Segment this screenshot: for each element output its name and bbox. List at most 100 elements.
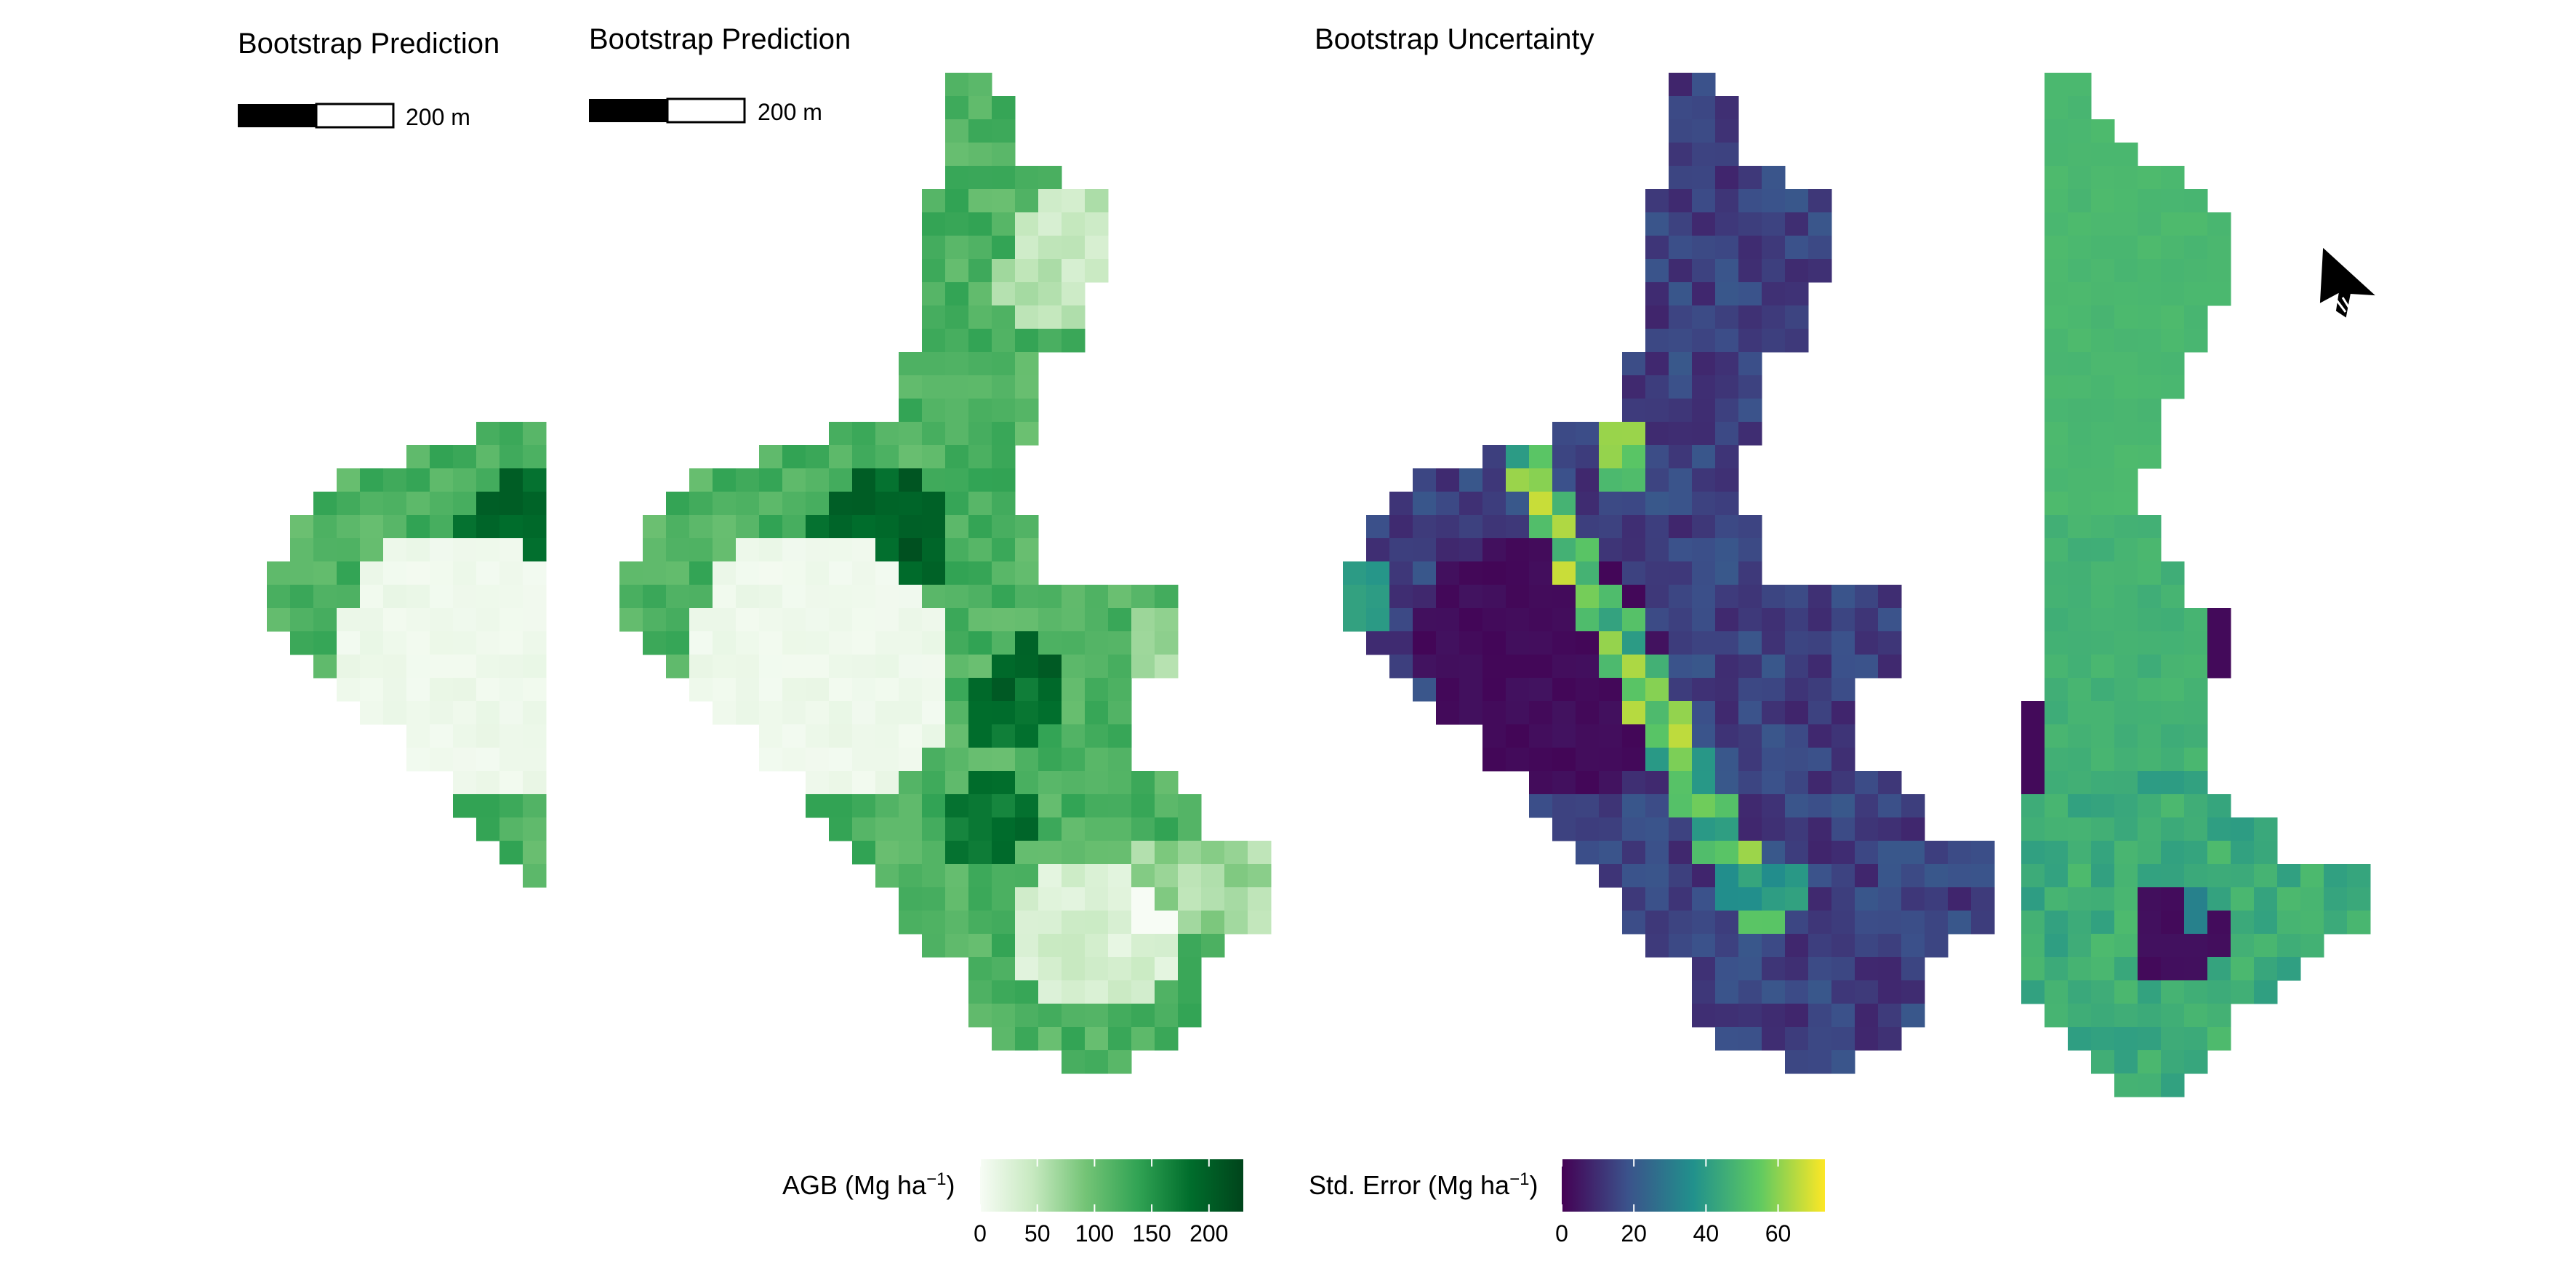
raster-cell <box>290 538 314 562</box>
raster-cell <box>992 492 1016 516</box>
raster-cell <box>1738 794 1762 818</box>
raster-cell <box>1413 492 1437 516</box>
raster-cell <box>1808 724 1832 748</box>
raster-cell <box>2184 259 2208 283</box>
raster-cell <box>1108 608 1132 632</box>
raster-cell <box>2231 980 2255 1004</box>
raster-cell <box>2231 841 2255 865</box>
raster-cell <box>1038 189 1062 213</box>
raster-cell <box>1762 724 1786 748</box>
raster-cell <box>992 957 1016 981</box>
raster-cell <box>1062 329 1086 353</box>
raster-cell <box>806 468 830 492</box>
scale-bar-2 <box>589 97 746 124</box>
raster-cell <box>1669 468 1693 492</box>
raster-cell <box>2091 864 2115 888</box>
raster-cell <box>1459 585 1483 609</box>
raster-cell <box>1529 631 1553 655</box>
raster-cell <box>992 934 1016 958</box>
raster-cell <box>1645 236 1669 260</box>
raster-cell <box>1645 887 1669 911</box>
raster-cell <box>360 538 384 562</box>
raster-cell <box>1506 445 1530 469</box>
se-tick-label: 0 <box>1555 1220 1568 1247</box>
raster-cell <box>759 492 783 516</box>
raster-cell <box>899 748 923 772</box>
raster-cell <box>1131 794 1155 818</box>
raster-cell <box>2068 817 2092 841</box>
raster-cell <box>759 445 783 469</box>
raster-cell <box>1576 771 1600 795</box>
raster-cell <box>782 585 806 609</box>
raster-cell <box>2347 911 2371 935</box>
raster-cell <box>1669 724 1693 748</box>
raster-cell <box>2184 794 2208 818</box>
raster-cell <box>2161 305 2185 329</box>
raster-cell <box>2045 608 2069 632</box>
raster-cell <box>1015 724 1039 748</box>
raster-cell <box>992 678 1016 702</box>
raster-cell <box>899 701 923 725</box>
raster-cell <box>1831 724 1855 748</box>
raster-cell <box>782 538 806 562</box>
raster-cell <box>1599 841 1623 865</box>
raster-cell <box>1715 911 1739 935</box>
raster-cell <box>523 655 547 679</box>
raster-cell <box>1413 631 1437 655</box>
raster-cell <box>1855 934 1879 958</box>
raster-cell <box>852 655 876 679</box>
raster-cell <box>1738 608 1762 632</box>
raster-cell <box>1692 422 1716 446</box>
raster-cell <box>2138 655 2162 679</box>
raster-cell <box>875 701 899 725</box>
raster-cell <box>2254 934 2278 958</box>
raster-cell <box>1669 399 1693 423</box>
raster-cell <box>1669 189 1693 213</box>
raster-cell <box>992 1004 1016 1028</box>
raster-cell <box>1436 608 1460 632</box>
raster-cell <box>2138 911 2162 935</box>
raster-cell <box>1599 631 1623 655</box>
raster-cell <box>1855 585 1879 609</box>
agb-tick-label: 150 <box>1132 1220 1171 1247</box>
raster-cell <box>1085 748 1109 772</box>
raster-cell <box>2184 608 2208 632</box>
raster-cell <box>2207 655 2231 679</box>
raster-cell <box>1948 887 1972 911</box>
raster-cell <box>1576 724 1600 748</box>
raster-cell <box>1808 678 1832 702</box>
raster-cell <box>922 561 946 585</box>
raster-cell <box>2138 1073 2162 1097</box>
raster-cell <box>337 585 361 609</box>
raster-cell <box>759 678 783 702</box>
raster-cell <box>290 585 314 609</box>
raster-cell <box>1178 934 1202 958</box>
raster-cell <box>945 119 969 143</box>
raster-cell <box>968 631 992 655</box>
raster-cell <box>2045 538 2069 562</box>
raster-cell <box>2114 189 2138 213</box>
raster-cell <box>968 864 992 888</box>
raster-cell <box>2184 189 2208 213</box>
raster-cell <box>1413 655 1437 679</box>
raster-cell <box>1785 631 1809 655</box>
raster-cell <box>1248 911 1272 935</box>
raster-cell <box>1692 96 1716 120</box>
raster-cell <box>430 678 454 702</box>
raster-cell <box>922 236 946 260</box>
raster-cell <box>899 375 923 399</box>
raster-cell <box>1436 515 1460 539</box>
raster-cell <box>1085 887 1109 911</box>
raster-cell <box>2114 957 2138 981</box>
raster-cell <box>1015 887 1039 911</box>
raster-cell <box>992 236 1016 260</box>
raster-cell <box>1645 655 1669 679</box>
raster-cell <box>945 561 969 585</box>
raster-cell <box>1529 538 1553 562</box>
raster-cell <box>1155 655 1179 679</box>
raster-cell <box>875 794 899 818</box>
raster-cell <box>1015 771 1039 795</box>
raster-cell <box>1015 957 1039 981</box>
raster-cell <box>1738 631 1762 655</box>
raster-cell <box>1715 887 1739 911</box>
